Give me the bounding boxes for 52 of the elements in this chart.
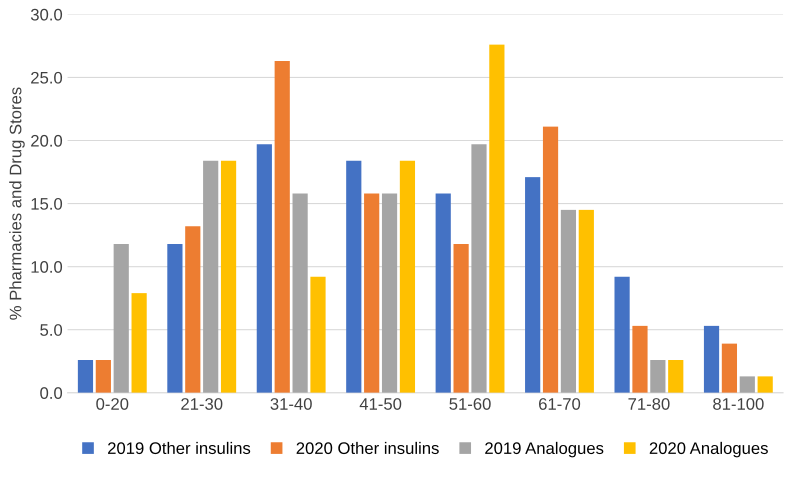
bar	[400, 160, 416, 393]
bar	[525, 177, 540, 393]
bar	[471, 144, 487, 393]
bar	[274, 61, 290, 393]
bar	[167, 244, 182, 393]
bar	[740, 376, 755, 393]
y-tick-label: 30.0	[30, 8, 62, 21]
bar	[310, 276, 326, 393]
bar	[132, 293, 147, 393]
y-tick-label: 15.0	[32, 198, 62, 210]
bar	[489, 44, 504, 393]
bar	[256, 144, 272, 393]
legend-label: 2020 Other insulins	[296, 442, 439, 454]
bar	[560, 210, 576, 393]
legend-label: 2019 Other insulins	[108, 442, 250, 454]
bar	[114, 244, 129, 393]
x-tick-label: 61-70	[539, 398, 580, 410]
bar	[704, 326, 720, 393]
bar	[96, 360, 111, 393]
bar	[220, 160, 236, 393]
bar	[632, 326, 648, 393]
y-tick-label: 10.0	[32, 261, 62, 273]
bar	[668, 360, 684, 393]
bar	[542, 126, 558, 393]
bar	[436, 193, 451, 393]
bar	[346, 160, 362, 393]
bar	[614, 276, 630, 393]
bar	[292, 193, 308, 393]
y-tick-label: 0.0	[40, 387, 62, 399]
x-tick-label: 41-50	[360, 398, 402, 410]
bar	[382, 193, 398, 393]
x-tick-label: 0-20	[96, 398, 128, 410]
x-tick-label: 81-100	[713, 398, 764, 410]
x-tick-label: 21-30	[181, 398, 222, 410]
bar	[203, 160, 218, 393]
y-tick-label: 25.0	[31, 72, 62, 84]
bar	[578, 210, 594, 393]
legend-label: 2020 Analogues	[650, 442, 768, 458]
y-axis-title: % Pharmacies and Drug Stores	[9, 87, 25, 320]
x-tick-label: 31-40	[270, 398, 312, 410]
bar	[722, 344, 738, 393]
y-tick-label: 20.0	[31, 134, 62, 147]
bar	[454, 244, 469, 393]
bar	[650, 360, 666, 393]
bar	[185, 226, 200, 393]
legend-label: 2019 Analogues	[485, 442, 604, 458]
bar	[758, 376, 773, 393]
y-tick-label: 5.0	[40, 324, 62, 336]
bar	[364, 193, 380, 393]
x-tick-label: 71-80	[628, 398, 670, 410]
bar	[78, 360, 94, 393]
x-tick-label: 51-60	[449, 398, 491, 410]
